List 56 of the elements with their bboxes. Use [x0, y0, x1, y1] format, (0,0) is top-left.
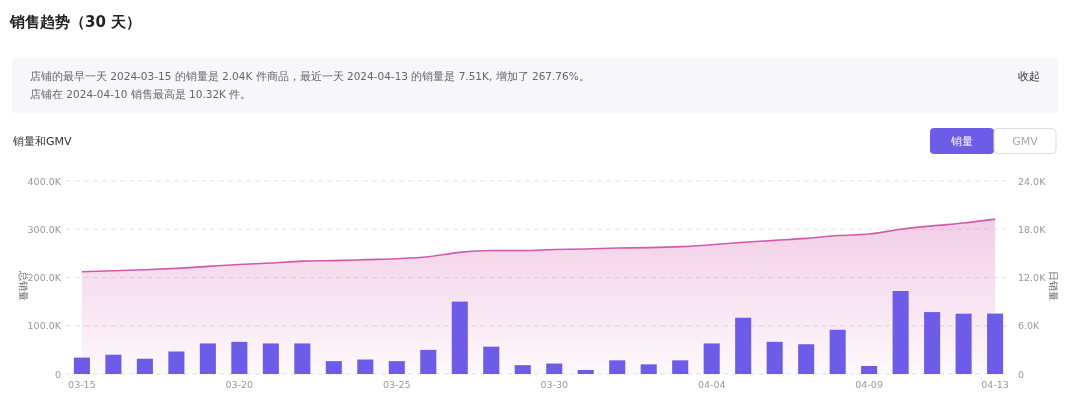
bar [766, 341, 783, 374]
y-tick-label: 200.0K [27, 272, 62, 283]
y2-tick-label: 12.0K [1018, 272, 1047, 283]
x-tick-label: 03-20 [225, 379, 254, 390]
y2-tick-label: 6.0K [1018, 320, 1041, 332]
bar [420, 349, 437, 374]
bar [861, 365, 878, 374]
chart-title: 销售趋势（30 天） [9, 13, 142, 31]
bar [105, 354, 122, 374]
bar [577, 369, 594, 374]
bar [892, 291, 909, 374]
y-axis-title: 总销量 [18, 269, 29, 301]
bar [672, 360, 689, 374]
bar [231, 341, 248, 374]
bar [987, 313, 1004, 374]
bar [451, 301, 468, 374]
toggle-button: 销量 [930, 128, 994, 154]
bar [483, 346, 500, 374]
bar [136, 358, 153, 374]
bar [546, 363, 563, 374]
bar [703, 343, 720, 374]
y2-tick-label: 0 [1018, 368, 1025, 380]
text: 店铺在 2024-04-10 销售最高是 10.32K 件。 [30, 88, 252, 100]
bar [924, 312, 941, 374]
y2-tick-label: 18.0K [1018, 223, 1047, 235]
y-tick-label: 400.0K [27, 175, 62, 187]
chart-subtitle: 销量和GMV [12, 135, 73, 148]
toggle-button: GMV [993, 128, 1057, 154]
bar [955, 313, 972, 374]
bar [735, 317, 752, 374]
y-tick-label: 0 [54, 368, 61, 380]
bar [325, 361, 342, 374]
y2-tick-label: 24.0K [1018, 175, 1047, 187]
bar [262, 343, 279, 374]
bar [609, 360, 626, 374]
x-tick-label: 04-13 [981, 379, 1009, 390]
x-tick-label: 03-15 [68, 379, 96, 390]
bar [294, 343, 311, 374]
bar [388, 361, 405, 374]
bar [73, 357, 90, 374]
y-tick-label: 100.0K [27, 320, 62, 332]
x-tick-label: 03-30 [540, 379, 569, 390]
bar [514, 365, 531, 374]
bar [357, 359, 374, 374]
text: 收起 [1018, 70, 1040, 83]
bar [798, 344, 815, 374]
bar [829, 329, 846, 374]
bar [168, 351, 185, 374]
text: 店铺的最早一天 2024-03-15 的销量是 2.04K 件商品，最近一天 2024-04-13 的销量是 7.51K, 增加了 267.76%。 [30, 70, 590, 82]
x-tick-label: 03-25 [382, 379, 411, 390]
y-tick-label: 300.0K [27, 223, 62, 235]
x-tick-label: 04-04 [697, 379, 726, 390]
y2-axis-title: 日销量 [1048, 270, 1059, 301]
x-tick-label: 04-09 [855, 379, 883, 390]
bar [199, 343, 216, 374]
bar [640, 364, 657, 374]
